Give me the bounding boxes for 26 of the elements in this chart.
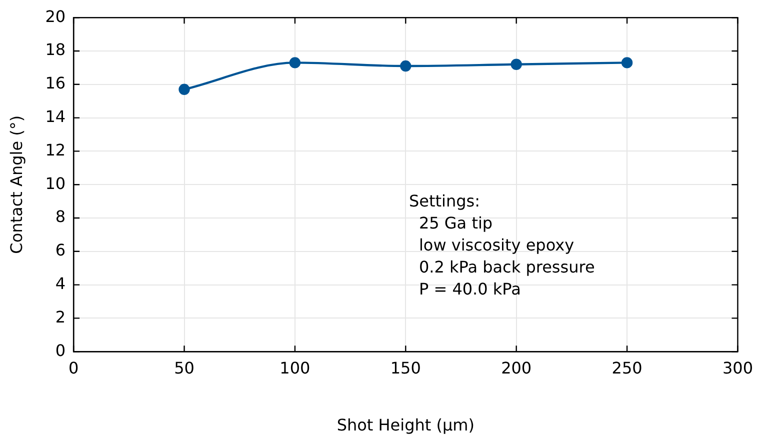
x-tick-label: 100 — [280, 358, 310, 378]
y-tick-label: 18 — [45, 40, 66, 60]
y-tick-label: 4 — [55, 274, 66, 293]
y-axis-title: Contact Angle (°) — [6, 115, 26, 254]
x-axis-title: Shot Height (µm) — [336, 416, 474, 435]
point — [400, 60, 412, 72]
x-tick-label: 50 — [174, 358, 194, 378]
annotation: Settings: 25 Ga tip low viscosity epoxy 0.2 kPa back pressure P = 40.0 kPa — [408, 191, 595, 298]
y-tick-label: 6 — [55, 240, 66, 260]
x-tick-label: 300 — [722, 358, 754, 378]
x-tick-label: 200 — [501, 358, 532, 378]
y-tick-label: 12 — [45, 140, 66, 160]
point — [510, 58, 522, 70]
x-tick-label: 250 — [612, 358, 642, 378]
point — [178, 84, 190, 96]
point — [621, 57, 633, 68]
y-tick-label: 14 — [45, 106, 66, 126]
y-tick-label: 20 — [45, 6, 66, 26]
x-tick-label: 0 — [68, 358, 79, 378]
y-tick-label: 8 — [55, 207, 66, 226]
y-tick-label: 16 — [45, 74, 66, 93]
y-tick-label: 2 — [55, 307, 66, 326]
y-tick-label: 10 — [45, 174, 66, 193]
x-tick-label: 150 — [390, 358, 421, 378]
y-tick-label: 0 — [55, 340, 66, 360]
point — [289, 57, 301, 68]
